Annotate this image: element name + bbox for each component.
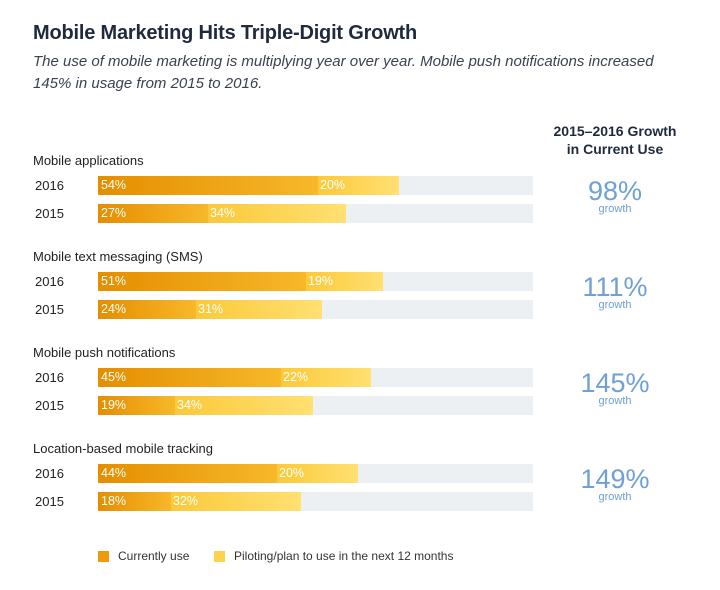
growth-value-location-based-mobile-tracking: 149%	[580, 464, 650, 494]
data-label-planning-mobile-applications-2015: 34%	[210, 206, 236, 220]
year-label-mobile-applications-2016: 2016	[35, 178, 64, 193]
year-label-location-based-mobile-tracking-2015: 2015	[35, 494, 64, 509]
legend-label-currently-use: Currently use	[118, 549, 190, 563]
bar-planning-mobile-text-messaging-sms-2015	[196, 300, 322, 319]
bar-planning-mobile-push-notifications-2015	[175, 396, 313, 415]
year-label-mobile-push-notifications-2016: 2016	[35, 370, 64, 385]
bar-currently-use-mobile-applications-2016	[98, 176, 318, 195]
bar-currently-use-mobile-text-messaging-sms-2015	[98, 300, 196, 319]
data-label-currently-use-mobile-applications-2016: 54%	[101, 178, 127, 192]
growth-header-line-1: 2015–2016 Growth	[553, 123, 677, 139]
bar-currently-use-location-based-mobile-tracking-2016	[98, 464, 277, 483]
bar-track-mobile-applications-2015: 27% 34%	[98, 204, 533, 223]
bar-planning-mobile-text-messaging-sms-2016	[306, 272, 383, 291]
bar-planning-mobile-applications-2016	[318, 176, 399, 195]
category-label-mobile-push-notifications: Mobile push notifications	[33, 345, 176, 360]
bar-currently-use-mobile-push-notifications-2015	[98, 396, 175, 415]
bar-track-location-based-mobile-tracking-2016: 44% 20%	[98, 464, 533, 483]
data-label-planning-location-based-mobile-tracking-2015: 32%	[173, 494, 199, 508]
growth-value-mobile-applications: 98%	[587, 176, 643, 206]
data-label-currently-use-location-based-mobile-tracking-2015: 18%	[101, 494, 127, 508]
year-label-location-based-mobile-tracking-2016: 2016	[35, 466, 64, 481]
legend-swatch-planning	[214, 551, 225, 562]
growth-column-header: 2015–2016 Growth in Current Use	[537, 122, 693, 158]
bar-planning-mobile-applications-2015	[208, 204, 346, 223]
bar-currently-use-mobile-push-notifications-2016	[98, 368, 281, 387]
data-label-currently-use-mobile-push-notifications-2016: 45%	[101, 370, 127, 384]
chart-title: Mobile Marketing Hits Triple-Digit Growt…	[33, 22, 418, 44]
year-label-mobile-applications-2015: 2015	[35, 206, 64, 221]
growth-label-mobile-applications: growth	[598, 203, 632, 215]
year-label-mobile-push-notifications-2015: 2015	[35, 398, 64, 413]
data-label-planning-mobile-text-messaging-sms-2015: 31%	[198, 302, 224, 316]
bar-track-mobile-push-notifications-2016: 45% 22%	[98, 368, 533, 387]
growth-value-mobile-push-notifications: 145%	[580, 368, 650, 398]
bar-track-mobile-applications-2016: 54% 20%	[98, 176, 533, 195]
bar-planning-location-based-mobile-tracking-2015	[171, 492, 301, 511]
growth-header-line-2: in Current Use	[566, 141, 664, 157]
data-label-currently-use-mobile-text-messaging-sms-2016: 51%	[101, 274, 127, 288]
legend-swatch-currently-use	[98, 551, 109, 562]
bar-currently-use-mobile-text-messaging-sms-2016	[98, 272, 306, 291]
data-label-planning-mobile-text-messaging-sms-2016: 19%	[308, 274, 334, 288]
bar-track-mobile-text-messaging-sms-2016: 51% 19%	[98, 272, 533, 291]
data-label-currently-use-mobile-push-notifications-2015: 19%	[101, 398, 127, 412]
bar-track-location-based-mobile-tracking-2015: 18% 32%	[98, 492, 533, 511]
data-label-planning-mobile-applications-2016: 20%	[320, 178, 346, 192]
category-label-location-based-mobile-tracking: Location-based mobile tracking	[33, 441, 213, 456]
legend-label-planning: Piloting/plan to use in the next 12 mont…	[234, 549, 454, 563]
data-label-planning-location-based-mobile-tracking-2016: 20%	[279, 466, 305, 480]
bar-planning-location-based-mobile-tracking-2016	[277, 464, 358, 483]
category-label-mobile-text-messaging-sms: Mobile text messaging (SMS)	[33, 249, 203, 264]
bar-currently-use-mobile-applications-2015	[98, 204, 208, 223]
data-label-currently-use-location-based-mobile-tracking-2016: 44%	[101, 466, 127, 480]
year-label-mobile-text-messaging-sms-2015: 2015	[35, 302, 64, 317]
growth-label-mobile-text-messaging-sms: growth	[598, 299, 632, 311]
data-label-currently-use-mobile-text-messaging-sms-2015: 24%	[101, 302, 127, 316]
chart-subtitle: The use of mobile marketing is multiplyi…	[33, 53, 654, 92]
bar-currently-use-location-based-mobile-tracking-2015	[98, 492, 171, 511]
growth-label-mobile-push-notifications: growth	[598, 395, 632, 407]
category-label-mobile-applications: Mobile applications	[33, 153, 144, 168]
year-label-mobile-text-messaging-sms-2016: 2016	[35, 274, 64, 289]
growth-value-mobile-text-messaging-sms: 111%	[582, 272, 648, 302]
data-label-currently-use-mobile-applications-2015: 27%	[101, 206, 127, 220]
data-label-planning-mobile-push-notifications-2015: 34%	[177, 398, 203, 412]
data-label-planning-mobile-push-notifications-2016: 22%	[283, 370, 309, 384]
bar-track-mobile-text-messaging-sms-2015: 24% 31%	[98, 300, 533, 319]
bar-planning-mobile-push-notifications-2016	[281, 368, 371, 387]
growth-label-location-based-mobile-tracking: growth	[598, 491, 632, 503]
bar-track-mobile-push-notifications-2015: 19% 34%	[98, 396, 533, 415]
